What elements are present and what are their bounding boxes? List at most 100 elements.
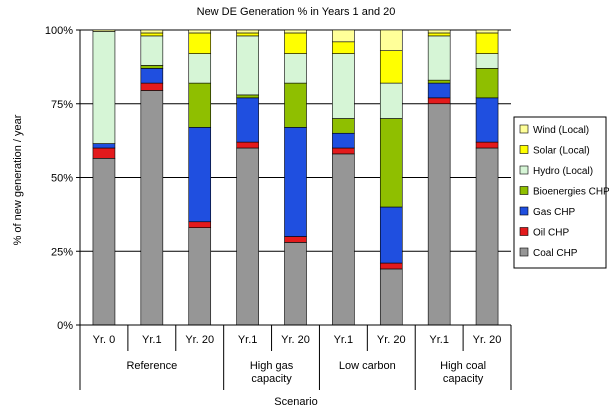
bar-segment <box>379 29 403 51</box>
bar-segment <box>140 35 164 66</box>
y-tick-label: 100% <box>45 25 73 37</box>
bar-segment <box>379 50 403 84</box>
legend-label: Solar (Local) <box>533 146 590 157</box>
y-tick-label: 75% <box>51 99 73 111</box>
bar-segment <box>92 31 116 144</box>
bar-segment <box>188 82 212 128</box>
bar-segment <box>140 68 164 84</box>
x-category-label: Yr.1 <box>334 334 354 346</box>
bar-segment <box>427 29 451 34</box>
bar-segment <box>236 29 259 34</box>
legend-label: Gas CHP <box>533 207 576 218</box>
x-category-label: Yr.1 <box>429 334 449 346</box>
bar-segment <box>427 79 451 84</box>
x-category-label: Yr. 20 <box>281 334 310 346</box>
x-axis-title: Scenario <box>274 396 317 408</box>
axes <box>76 29 512 390</box>
y-tick-label: 50% <box>51 173 73 185</box>
bar-segment <box>188 53 212 84</box>
bars <box>92 29 499 326</box>
x-category-label: Yr. 20 <box>377 334 406 346</box>
bar-segment <box>188 221 212 228</box>
legend: Wind (Local) Solar (Local) Hydro (Local) Bi… <box>513 116 609 269</box>
bar-segment <box>379 268 403 326</box>
bar-segment <box>427 35 451 81</box>
bar-segment <box>236 141 259 149</box>
bar-segment <box>92 143 116 149</box>
y-tick-labels: 0% 25% 50% 75% 100% <box>45 25 73 332</box>
bar-segment <box>284 29 307 34</box>
x-group-labels: Reference High gas capacity Low carbon High … <box>126 360 486 385</box>
legend-label: Wind (Local) <box>533 125 589 136</box>
bar-segment <box>332 132 355 149</box>
bar-segment <box>188 127 212 223</box>
bar-segment <box>332 153 355 326</box>
bar-segment <box>332 147 355 155</box>
bar-segment <box>92 158 116 326</box>
bar-segment <box>475 68 499 99</box>
legend-swatch <box>519 186 529 195</box>
bar-segment <box>475 53 499 69</box>
x-category-label: Yr.1 <box>142 334 162 346</box>
legend-box <box>513 116 607 269</box>
bar-segment <box>188 29 212 34</box>
bar-segment <box>475 29 499 34</box>
bar-segment <box>475 147 499 326</box>
bar-segment <box>284 53 307 84</box>
bar-segment <box>427 97 451 105</box>
bar-segment <box>284 127 307 237</box>
bar-segment <box>379 262 403 270</box>
bar-segment <box>427 82 451 99</box>
y-tick-label: 25% <box>51 246 73 258</box>
bar-segment <box>236 35 259 96</box>
x-group-label: High gas capacity <box>250 360 294 385</box>
y-axis-title: % of new generation / year <box>12 114 24 245</box>
legend-swatch <box>519 206 529 216</box>
legend-label: Coal CHP <box>533 248 578 259</box>
bar-segment <box>379 82 403 119</box>
legend-swatch <box>519 124 529 134</box>
bar-segment <box>427 32 451 37</box>
legend-label: Hydro (Local) <box>533 166 593 177</box>
bar-segment <box>332 29 355 43</box>
bar-segment <box>379 206 403 264</box>
bar-segment <box>475 32 499 54</box>
x-group-label: Reference <box>126 360 177 372</box>
y-tick-label: 0% <box>57 320 73 332</box>
bar-segment <box>140 29 164 34</box>
chart-title: New DE Generation % in Years 1 and 20 <box>197 6 396 18</box>
x-category-label: Yr. 20 <box>185 334 214 346</box>
bar-segment <box>140 32 164 37</box>
bar-segment <box>284 236 307 243</box>
bar-segment <box>140 82 164 91</box>
bar-segment <box>475 141 499 149</box>
bar-segment <box>236 97 259 143</box>
bar-segment <box>188 227 212 326</box>
bar-segment <box>140 65 164 69</box>
bar-segment <box>332 53 355 119</box>
legend-label: Oil CHP <box>533 228 569 239</box>
bar-segment <box>92 147 116 159</box>
bar-segment <box>188 32 212 54</box>
x-category-label: Yr. 0 <box>93 334 116 346</box>
bar-segment <box>379 118 403 208</box>
bar-segment <box>475 97 499 143</box>
x-category-label: Yr.1 <box>238 334 258 346</box>
bar-segment <box>92 29 116 32</box>
legend-swatch <box>519 165 529 175</box>
bar-segment <box>140 90 164 326</box>
bar-segment <box>284 32 307 54</box>
x-group-label: Low carbon <box>339 360 396 372</box>
x-category-labels: Yr. 0 Yr.1 Yr. 20 Yr.1 Yr. 20 Yr.1 Yr. 20 Yr.1 Y… <box>93 334 502 346</box>
legend-label: Bioenergies CHP <box>533 187 609 198</box>
bar-segment <box>284 82 307 128</box>
x-category-label: Yr. 20 <box>473 334 502 346</box>
bar-segment <box>236 94 259 99</box>
legend-swatch <box>519 227 529 236</box>
bar-segment <box>332 118 355 134</box>
bar-segment <box>236 147 259 326</box>
bar-segment <box>427 103 451 326</box>
bar-segment <box>332 41 355 54</box>
legend-swatch <box>519 247 529 257</box>
